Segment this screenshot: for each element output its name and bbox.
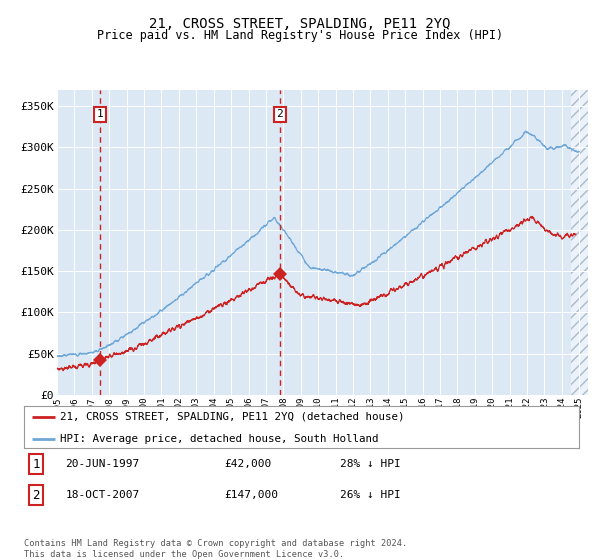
Text: 21, CROSS STREET, SPALDING, PE11 2YQ (detached house): 21, CROSS STREET, SPALDING, PE11 2YQ (de… <box>60 412 404 422</box>
Text: Contains HM Land Registry data © Crown copyright and database right 2024.
This d: Contains HM Land Registry data © Crown c… <box>24 539 407 559</box>
Text: £147,000: £147,000 <box>224 490 278 500</box>
Text: 26% ↓ HPI: 26% ↓ HPI <box>340 490 401 500</box>
Text: 2: 2 <box>32 488 40 502</box>
Bar <box>571 90 588 395</box>
Text: 18-OCT-2007: 18-OCT-2007 <box>65 490 140 500</box>
Text: HPI: Average price, detached house, South Holland: HPI: Average price, detached house, Sout… <box>60 434 379 444</box>
Text: 1: 1 <box>32 458 40 471</box>
Text: 1: 1 <box>97 109 103 119</box>
Text: 2: 2 <box>276 109 283 119</box>
Bar <box>571 90 588 395</box>
Text: 20-JUN-1997: 20-JUN-1997 <box>65 459 140 469</box>
Text: Price paid vs. HM Land Registry's House Price Index (HPI): Price paid vs. HM Land Registry's House … <box>97 29 503 42</box>
Text: 28% ↓ HPI: 28% ↓ HPI <box>340 459 401 469</box>
Text: £42,000: £42,000 <box>224 459 271 469</box>
Text: 21, CROSS STREET, SPALDING, PE11 2YQ: 21, CROSS STREET, SPALDING, PE11 2YQ <box>149 17 451 31</box>
